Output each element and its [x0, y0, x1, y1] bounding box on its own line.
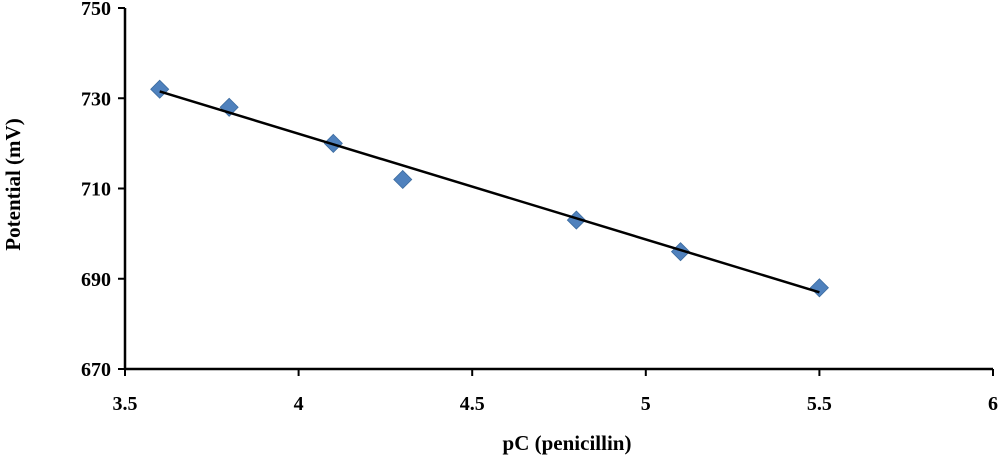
y-axis-title: Potential (mV): [1, 118, 25, 250]
data-point: [150, 79, 170, 99]
x-axis-title: pC (penicillin): [503, 431, 632, 455]
y-axis-ticks: 670 690 710 730 750: [81, 0, 125, 381]
x-tick-label: 4.5: [460, 393, 485, 415]
y-tick-label: 750: [81, 0, 111, 20]
axes: [123, 8, 993, 371]
y-tick-label: 690: [81, 269, 111, 291]
x-tick-label: 4: [294, 393, 304, 415]
x-axis-ticks: 3.5 4 4.5 5 5.5 6: [113, 369, 998, 415]
trend-line: [159, 90, 820, 294]
x-tick-label: 6: [988, 393, 998, 415]
x-tick-label: 3.5: [113, 393, 138, 415]
y-tick-label: 730: [81, 88, 111, 110]
y-tick-label: 670: [81, 359, 111, 381]
data-point: [393, 169, 413, 190]
y-tick-label: 710: [81, 179, 111, 201]
x-tick-label: 5.5: [807, 393, 832, 415]
x-tick-label: 5: [641, 393, 651, 415]
plot-area: [150, 79, 829, 298]
data-point: [809, 278, 829, 298]
